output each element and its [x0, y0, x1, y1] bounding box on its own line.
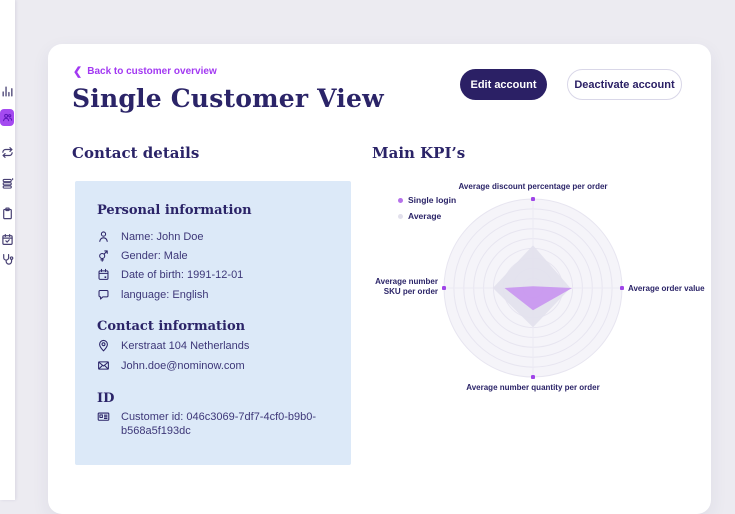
single-customer-card: ❮ Back to customer overview Single Custo… — [48, 44, 711, 514]
sidebar-item-analytics[interactable] — [1, 85, 14, 98]
detail-text: Gender: Male — [121, 250, 188, 262]
sidebar — [0, 0, 15, 500]
legend-label: Single login — [408, 195, 457, 205]
detail-row-language: language: English — [97, 289, 333, 303]
chart-legend: Single login Average — [398, 195, 456, 227]
back-link-label: Back to customer overview — [87, 66, 217, 77]
detail-row-email: John.doe@nominow.com — [97, 360, 333, 374]
detail-text: John.doe@nominow.com — [121, 360, 245, 372]
sidebar-item-schedule[interactable] — [1, 233, 14, 246]
edit-account-button[interactable]: Edit account — [460, 69, 547, 100]
detail-text: Name: John Doe — [121, 231, 204, 243]
repeat-icon — [1, 146, 14, 159]
deactivate-account-button[interactable]: Deactivate account — [567, 69, 682, 100]
location-pin-icon — [97, 339, 110, 352]
legend-dot-gray — [398, 213, 403, 219]
sidebar-item-health[interactable] — [1, 253, 14, 266]
detail-text: Customer id: 046c3069-7df7-4cf0-b9b0-b56… — [121, 411, 317, 437]
chat-bubble-icon — [97, 288, 110, 301]
contact-details-heading: Contact details — [72, 144, 200, 162]
detail-text: Date of birth: 1991-12-01 — [121, 269, 244, 281]
sidebar-item-sync[interactable] — [1, 146, 14, 159]
envelope-icon — [97, 359, 110, 372]
sidebar-item-tasks[interactable] — [1, 207, 14, 220]
detail-row-address: Kerstraat 104 Netherlands — [97, 339, 333, 354]
legend-label: Average — [408, 211, 442, 221]
page-title: Single Customer View — [72, 84, 384, 113]
personal-information-title: Personal information — [97, 203, 252, 218]
axis-label-sku: Average number SKU per order — [375, 277, 438, 296]
detail-text: language: English — [121, 289, 209, 301]
customers-icon — [2, 112, 13, 123]
axis-label-order-value: Average order value — [628, 284, 705, 293]
sidebar-item-customers[interactable] — [0, 109, 14, 126]
stethoscope-icon — [1, 253, 14, 266]
contact-information-title: Contact information — [97, 319, 246, 334]
legend-item-average: Average — [398, 211, 456, 221]
detail-row-gender: Gender: Male — [97, 250, 333, 264]
sidebar-item-orders[interactable] — [1, 177, 14, 190]
chevron-left-icon: ❮ — [73, 65, 83, 78]
detail-row-dob: Date of birth: 1991-12-01 — [97, 268, 333, 283]
radar-chart-svg — [442, 197, 624, 379]
detail-row-customer-id: Customer id: 046c3069-7df7-4cf0-b9b0-b56… — [97, 411, 333, 438]
calendar-check-icon — [1, 233, 14, 246]
gender-icon — [97, 249, 110, 262]
main-kpis-heading: Main KPI’s — [372, 144, 466, 162]
axis-label-discount: Average discount percentage per order — [458, 182, 608, 191]
detail-row-name: Name: John Doe — [97, 231, 333, 245]
back-to-overview-link[interactable]: ❮ Back to customer overview — [73, 66, 217, 77]
bar-chart-icon — [1, 85, 14, 98]
legend-dot-purple — [398, 197, 403, 203]
list-icon — [1, 177, 14, 190]
clipboard-icon — [1, 207, 14, 220]
id-section-title: ID — [97, 391, 115, 406]
user-icon — [97, 230, 110, 243]
radar-chart — [433, 188, 633, 388]
detail-text: Kerstraat 104 Netherlands — [121, 340, 250, 352]
legend-item-single-login: Single login — [398, 195, 456, 205]
id-card-icon — [97, 410, 110, 423]
contact-details-panel: Personal information Name: John Doe Gend… — [75, 181, 351, 465]
axis-label-quantity: Average number quantity per order — [466, 383, 600, 392]
calendar-icon — [97, 268, 110, 281]
